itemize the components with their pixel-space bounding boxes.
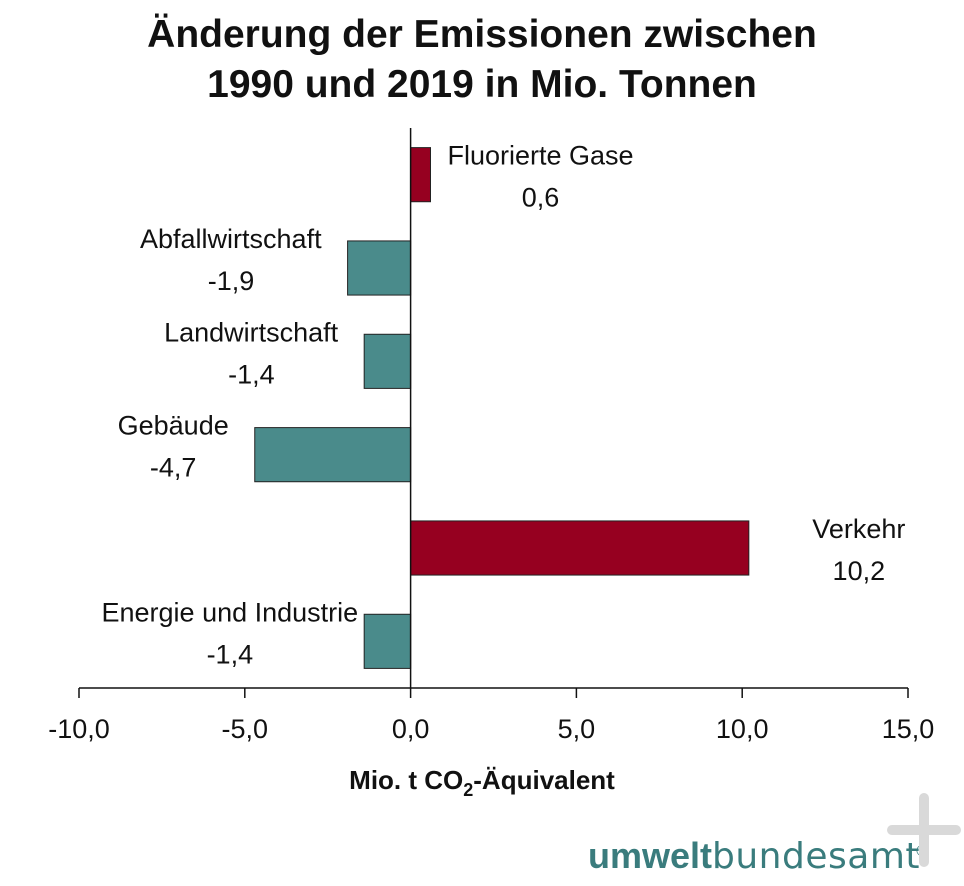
bar-value-label-0: 0,6 <box>522 183 560 213</box>
x-axis-label: Mio. t CO2-Äquivalent <box>349 765 615 800</box>
x-tick-label-3: 5,0 <box>558 714 596 744</box>
x-axis-label-subscript: 2 <box>463 780 473 800</box>
x-tick-label-4: 10,0 <box>716 714 769 744</box>
bar-category-label-1: Abfallwirtschaft <box>140 224 322 254</box>
bar-category-label-4: Verkehr <box>812 514 905 544</box>
x-ticks-group: -10,0 -5,0 0,0 5,0 10,0 15,0 <box>48 688 934 744</box>
chart-title: Änderung der Emissionen zwischen 1990 un… <box>0 10 964 110</box>
bar-value-label-3: -4,7 <box>150 453 197 483</box>
logo-thin-part: bundesamt <box>712 836 920 877</box>
x-tick-label-1: -5,0 <box>222 714 269 744</box>
x-tick-label-2: 0,0 <box>392 714 430 744</box>
bar-value-label-2: -1,4 <box>228 359 275 389</box>
bars-group <box>254 147 750 669</box>
bar-labels-group: Fluorierte Gase 0,6 Abfallwirtschaft -1,9 La… <box>102 141 906 670</box>
plus-icon[interactable] <box>884 790 964 870</box>
bar-1 <box>347 240 412 296</box>
logo-bold-part: umwelt <box>588 835 713 876</box>
bar-category-label-0: Fluorierte Gase <box>447 141 633 171</box>
bar-0 <box>410 147 431 203</box>
bar-2 <box>363 333 412 389</box>
chart-title-line-1: Änderung der Emissionen zwischen <box>147 13 817 56</box>
bar-value-label-4: 10,2 <box>833 556 886 586</box>
umweltbundesamt-logo: umweltbundesamt <box>588 836 920 877</box>
chart-title-line-2: 1990 und 2019 in Mio. Tonnen <box>207 63 757 106</box>
bar-category-label-2: Landwirtschaft <box>164 317 339 347</box>
bar-category-label-3: Gebäude <box>118 411 229 441</box>
bar-4 <box>410 520 750 576</box>
x-axis-label-main: Mio. t CO <box>349 765 463 795</box>
bar-3 <box>254 427 412 483</box>
bar-category-label-5: Energie und Industrie <box>102 597 359 627</box>
bar-value-label-5: -1,4 <box>207 639 254 669</box>
x-tick-label-5: 15,0 <box>882 714 935 744</box>
bar-value-label-1: -1,9 <box>208 266 255 296</box>
x-axis-label-rest: -Äquivalent <box>473 765 615 795</box>
x-tick-label-0: -10,0 <box>48 714 110 744</box>
bar-5 <box>363 613 412 669</box>
